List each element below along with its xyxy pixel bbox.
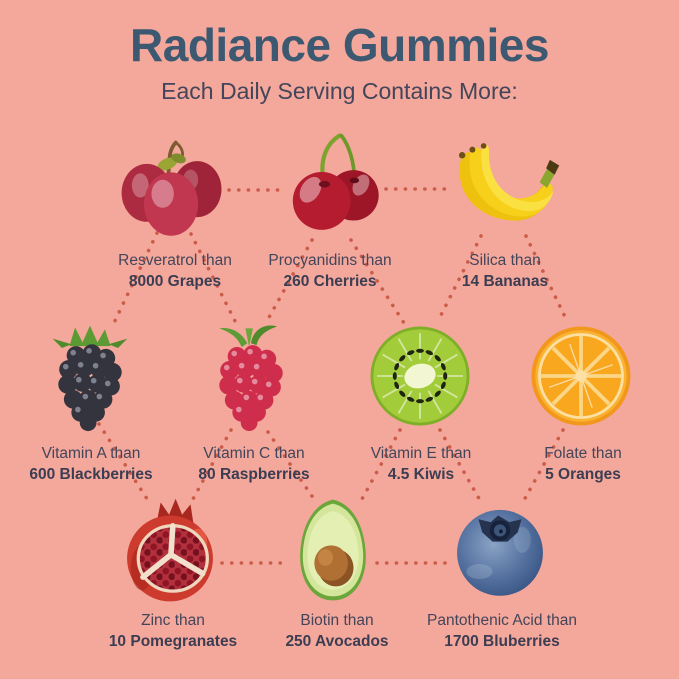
amount-text: 5 Oranges (545, 466, 621, 483)
amount-text: 10 Pomegranates (108, 633, 238, 650)
cherries-icon (276, 130, 388, 242)
amount-text: 250 Avocados (285, 633, 389, 650)
label-blackberries: Vitamin A than 600 Blackberries (0, 444, 196, 485)
bananas-icon (450, 130, 562, 242)
label-bananas: Silica than 14 Bananas (400, 251, 610, 292)
label-raspberries: Vitamin C than 80 Raspberries (149, 444, 359, 485)
label-kiwis: Vitamin E than 4.5 Kiwis (316, 444, 526, 485)
nutrient-text: Silica than (469, 252, 541, 269)
amount-text: 600 Blackberries (29, 466, 153, 483)
nutrient-text: Vitamin E than (370, 445, 472, 462)
amount-text: 4.5 Kiwis (387, 466, 455, 483)
label-oranges: Folate than 5 Oranges (478, 444, 679, 485)
label-cherries: Procyanidins than 260 Cherries (225, 251, 435, 292)
blackberry-icon (34, 320, 146, 432)
amount-text: 1700 Bluberries (444, 633, 560, 650)
raspberry-icon (195, 319, 307, 431)
amount-text: 260 Cherries (283, 273, 377, 290)
page-subtitle: Each Daily Serving Contains More: (161, 78, 518, 104)
page-title: Radiance Gummies (130, 19, 549, 71)
avocado-icon (277, 494, 389, 606)
nutrient-text: Vitamin A than (41, 445, 141, 462)
grapes-icon (116, 135, 228, 247)
nutrient-text: Biotin than (300, 612, 374, 629)
nutrient-text: Zinc than (141, 612, 205, 629)
label-avocados: Biotin than 250 Avocados (232, 611, 442, 652)
nutrient-text: Procyanidins than (268, 252, 392, 269)
nutrient-text: Vitamin C than (203, 445, 305, 462)
blueberry-icon (444, 495, 556, 607)
amount-text: 14 Bananas (461, 273, 549, 290)
label-pomegranates: Zinc than 10 Pomegranates (68, 611, 278, 652)
orange-icon (525, 320, 637, 432)
amount-text: 8000 Grapes (128, 273, 222, 290)
amount-text: 80 Raspberries (198, 466, 310, 483)
nutrient-text: Resveratrol than (118, 252, 232, 269)
label-blueberries: Pantothenic Acid than 1700 Bluberries (397, 611, 607, 652)
pomegranate-icon (114, 495, 226, 607)
nutrient-text: Folate than (544, 445, 622, 462)
label-grapes: Resveratrol than 8000 Grapes (70, 251, 280, 292)
kiwi-icon (364, 320, 476, 432)
nutrient-text: Pantothenic Acid than (427, 612, 577, 629)
